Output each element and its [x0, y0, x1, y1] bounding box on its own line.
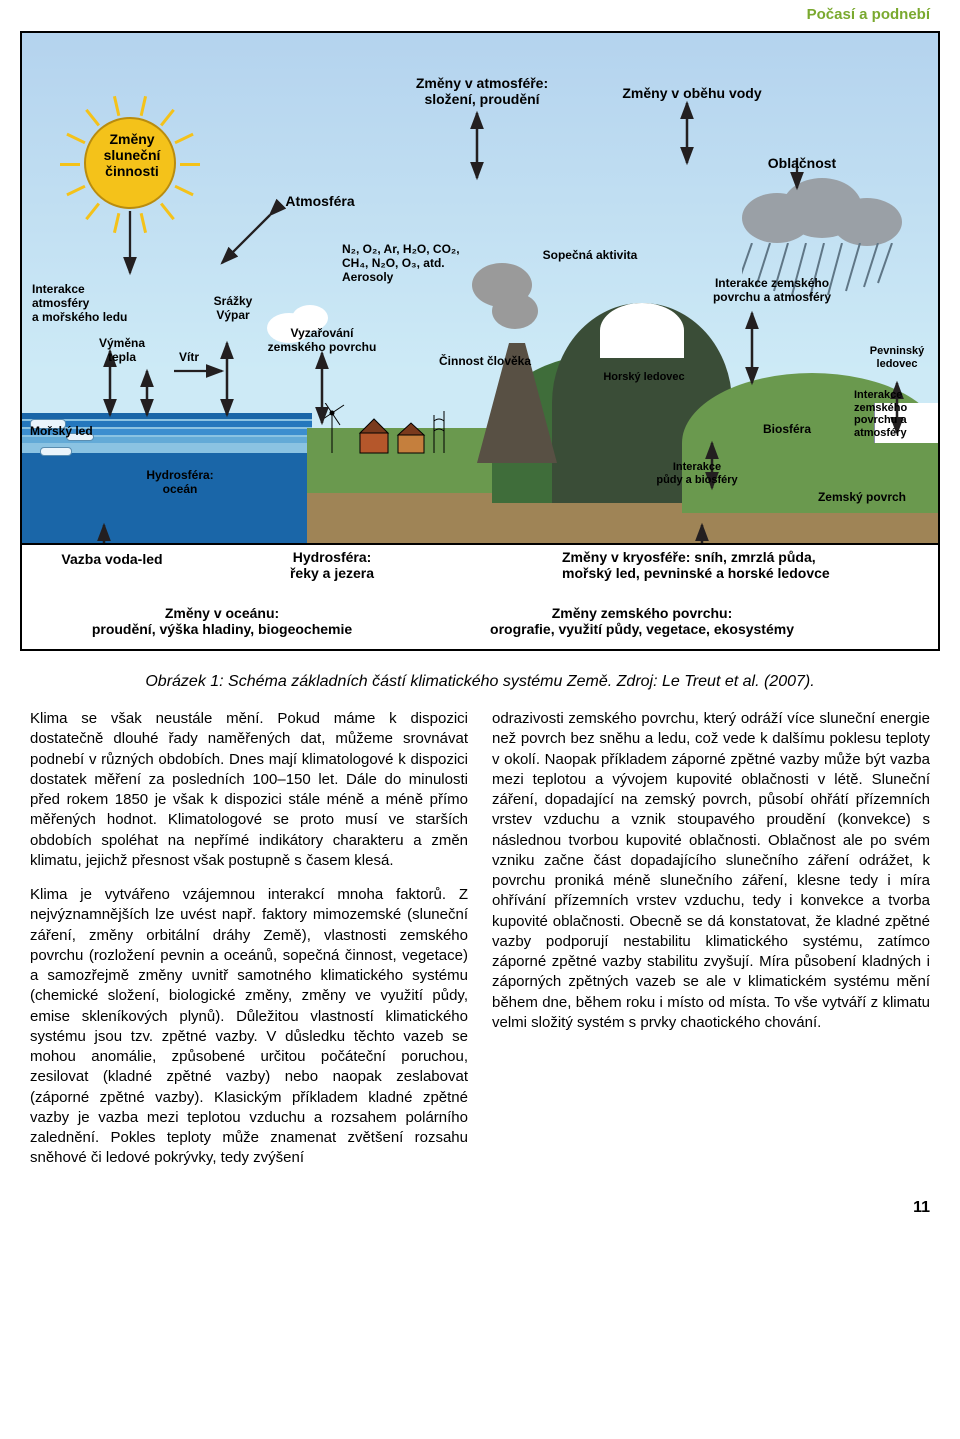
diagram-container: Změny sluneční činnosti Změny v atmosféř…: [0, 23, 960, 651]
label-cryo-changes: Změny v kryosféře: sníh, zmrzlá půda, mo…: [562, 549, 932, 581]
label-heat-exchange: Výměna tepla: [82, 337, 162, 365]
label-wind: Vítr: [164, 351, 214, 365]
para-l2: Klima je vytvářeno vzájemnou interakcí m…: [30, 885, 468, 1169]
label-ice-interaction: Interakce atmosféry a mořského ledu: [32, 283, 142, 324]
label-human: Činnost člověka: [420, 355, 550, 369]
label-land-changes: Změny zemského povrchu: orografie, využi…: [442, 605, 842, 637]
section-title: Počasí a podnebí: [807, 6, 930, 23]
label-land-surface: Zemský povrch: [792, 491, 932, 505]
mountain-snow: [600, 303, 684, 358]
label-mtn-glacier: Horský ledovec: [584, 371, 704, 384]
label-sun-changes: Změny sluneční činnosti: [62, 131, 202, 179]
label-precip: Srážky Výpar: [198, 295, 268, 323]
label-volcano: Sopečná aktivita: [520, 249, 660, 263]
right-column: odrazivosti zemského povrchu, který odrá…: [492, 709, 930, 1183]
label-emission: Vyzařování zemského povrchu: [242, 327, 402, 355]
page-number: 11: [0, 1199, 960, 1231]
label-soil-bio: Interakce půdy a biosféry: [642, 461, 752, 486]
body-text: Klima se však neustále mění. Pokud máme …: [0, 709, 960, 1199]
figure-caption: Obrázek 1: Schéma základních částí klima…: [40, 673, 920, 691]
label-hydro-ocean: Hydrosféra: oceán: [120, 469, 240, 497]
label-biosphere: Biosféra: [742, 423, 832, 437]
sea-ice-3: [40, 447, 72, 456]
label-gases: N₂, O₂, Ar, H₂O, CO₂, CH₄, N₂O, O₃, atd.…: [342, 243, 522, 284]
para-r1: odrazivosti zemského povrchu, který odrá…: [492, 709, 930, 1033]
label-clouds: Oblačnost: [742, 155, 862, 171]
label-water-cycle: Změny v oběhu vody: [592, 85, 792, 101]
label-atmosphere: Atmosféra: [260, 193, 380, 209]
cloud-3: [832, 198, 902, 246]
climate-system-diagram: Změny sluneční činnosti Změny v atmosféř…: [20, 31, 940, 651]
label-surf-atm-top: Interakce zemského povrchu a atmosféry: [682, 277, 862, 305]
left-column: Klima se však neustále mění. Pokud máme …: [30, 709, 468, 1183]
label-water-ice: Vazba voda-led: [32, 551, 192, 567]
label-surf-atm-side: Interakce zemského povrchu a atmosféry: [854, 389, 940, 440]
label-sea-ice: Mořský led: [30, 425, 130, 439]
human-activity-icons: [322, 403, 472, 463]
label-atm-changes: Změny v atmosféře: složení, proudění: [372, 75, 592, 107]
para-l1: Klima se však neustále mění. Pokud máme …: [30, 709, 468, 871]
label-hydro-rivers: Hydrosféra: řeky a jezera: [262, 549, 402, 581]
label-cont-glacier: Pevninský ledovec: [852, 345, 940, 370]
page-header: Počasí a podnebí: [0, 0, 960, 23]
label-ocean-changes: Změny v oceánu: proudění, výška hladiny,…: [52, 605, 392, 637]
